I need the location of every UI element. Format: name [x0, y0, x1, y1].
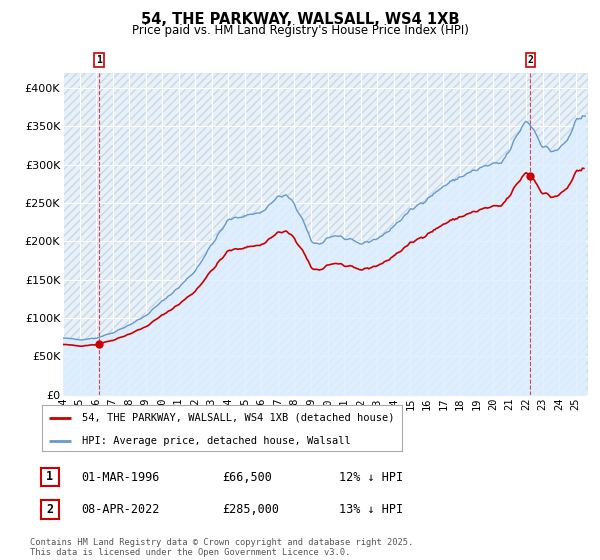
Text: HPI: Average price, detached house, Walsall: HPI: Average price, detached house, Wals… — [82, 436, 350, 446]
Text: £66,500: £66,500 — [222, 470, 272, 484]
Text: £285,000: £285,000 — [222, 503, 279, 516]
Text: Contains HM Land Registry data © Crown copyright and database right 2025.
This d: Contains HM Land Registry data © Crown c… — [30, 538, 413, 557]
Text: 1: 1 — [96, 55, 102, 65]
Text: 01-MAR-1996: 01-MAR-1996 — [81, 470, 160, 484]
Text: 1: 1 — [46, 470, 53, 483]
Text: 2: 2 — [527, 55, 533, 65]
Text: Price paid vs. HM Land Registry's House Price Index (HPI): Price paid vs. HM Land Registry's House … — [131, 24, 469, 36]
Text: 54, THE PARKWAY, WALSALL, WS4 1XB: 54, THE PARKWAY, WALSALL, WS4 1XB — [141, 12, 459, 27]
Text: 2: 2 — [46, 503, 53, 516]
Text: 08-APR-2022: 08-APR-2022 — [81, 503, 160, 516]
Text: 12% ↓ HPI: 12% ↓ HPI — [339, 470, 403, 484]
Text: 54, THE PARKWAY, WALSALL, WS4 1XB (detached house): 54, THE PARKWAY, WALSALL, WS4 1XB (detac… — [82, 413, 394, 423]
Text: 13% ↓ HPI: 13% ↓ HPI — [339, 503, 403, 516]
